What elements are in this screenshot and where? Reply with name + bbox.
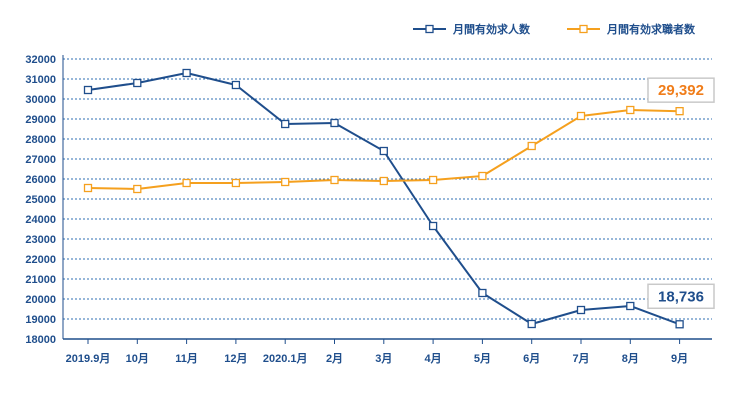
data-point — [576, 305, 586, 315]
callout-box — [647, 283, 715, 310]
data-point — [576, 111, 586, 121]
y-tick-label: 32000 — [25, 54, 56, 66]
data-point — [675, 320, 684, 329]
value-callout: 29,392 — [647, 77, 715, 103]
y-tick-label: 29000 — [25, 114, 56, 126]
data-point — [231, 80, 241, 90]
x-tick-label: 12月 — [224, 352, 247, 365]
y-tick-label: 30000 — [25, 94, 56, 106]
x-tick-label: 3月 — [375, 352, 392, 365]
x-tick-label: 10月 — [126, 352, 149, 365]
y-tick-label: 18000 — [25, 334, 56, 346]
y-tick-label: 21000 — [25, 274, 56, 286]
x-tick-label: 9月 — [671, 352, 688, 365]
x-tick-label: 2月 — [326, 352, 343, 365]
data-point — [281, 119, 290, 129]
x-tick-label: 4月 — [425, 352, 442, 365]
data-point — [478, 171, 487, 181]
x-tick-label: 8月 — [622, 352, 639, 365]
data-point — [675, 107, 684, 116]
data-point — [231, 178, 241, 188]
data-point — [182, 68, 191, 78]
y-tick-label: 25000 — [25, 194, 56, 206]
value-callout: 18,736 — [647, 283, 715, 310]
series-1 — [83, 68, 684, 329]
legend-marker — [425, 24, 434, 34]
x-tick-label: 5月 — [474, 352, 491, 365]
legend-label: 月間有効求職者数 — [606, 22, 696, 36]
legend-marker — [579, 24, 588, 34]
data-point — [379, 146, 388, 156]
x-tick-label: 2019.9月 — [66, 352, 111, 365]
data-point — [428, 221, 438, 231]
data-point — [281, 177, 290, 187]
callout-value: 29,392 — [658, 82, 704, 99]
data-point — [133, 184, 142, 194]
data-point — [626, 105, 635, 115]
y-tick-label: 23000 — [25, 234, 56, 246]
series — [83, 68, 684, 329]
data-point — [330, 175, 339, 185]
axes: 18000 19000 20000 21000 22000 23000 24000 25000… — [25, 54, 712, 365]
data-point — [379, 176, 388, 186]
callout-box — [647, 77, 715, 103]
x-tick-label: 11月 — [175, 352, 198, 365]
data-point — [527, 319, 536, 329]
y-tick-label: 22000 — [25, 254, 56, 266]
data-point — [83, 85, 93, 95]
x-tick-label: 6月 — [523, 352, 540, 365]
y-tick-label: 20000 — [25, 294, 56, 306]
data-point — [527, 141, 536, 151]
data-point — [428, 175, 438, 185]
callout-value: 18,736 — [658, 288, 704, 305]
y-tick-label: 26000 — [25, 174, 56, 186]
y-tick-label: 28000 — [25, 134, 56, 146]
y-tick-label: 27000 — [25, 154, 56, 166]
data-point — [182, 178, 191, 188]
x-tick-label: 7月 — [572, 352, 589, 365]
grid-lines — [63, 58, 712, 320]
data-point — [478, 288, 487, 298]
data-point — [83, 183, 93, 193]
x-tick-label: 2020.1月 — [263, 352, 308, 365]
callouts: 29,392 18,736 — [647, 77, 715, 310]
series-2 — [83, 105, 684, 194]
y-tick-label: 31000 — [25, 74, 56, 86]
data-point — [626, 301, 635, 311]
legend: 月間有効求人数 月間有効求職者数 — [413, 22, 696, 36]
data-point — [330, 118, 339, 128]
data-point — [133, 78, 142, 88]
y-tick-label: 24000 — [25, 214, 56, 226]
legend-label: 月間有効求人数 — [452, 22, 531, 36]
y-tick-label: 19000 — [25, 314, 56, 326]
